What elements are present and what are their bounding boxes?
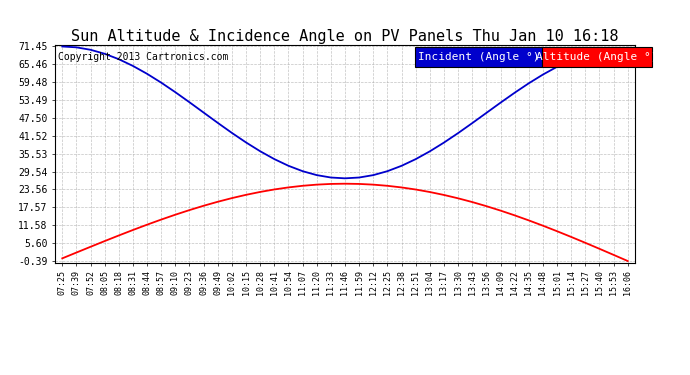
Text: Copyright 2013 Cartronics.com: Copyright 2013 Cartronics.com	[58, 51, 228, 62]
Title: Sun Altitude & Incidence Angle on PV Panels Thu Jan 10 16:18: Sun Altitude & Incidence Angle on PV Pan…	[71, 29, 619, 44]
FancyBboxPatch shape	[415, 47, 542, 67]
Text: Incident (Angle °): Incident (Angle °)	[417, 52, 539, 62]
FancyBboxPatch shape	[542, 47, 652, 67]
Text: Altitude (Angle °): Altitude (Angle °)	[536, 52, 658, 62]
